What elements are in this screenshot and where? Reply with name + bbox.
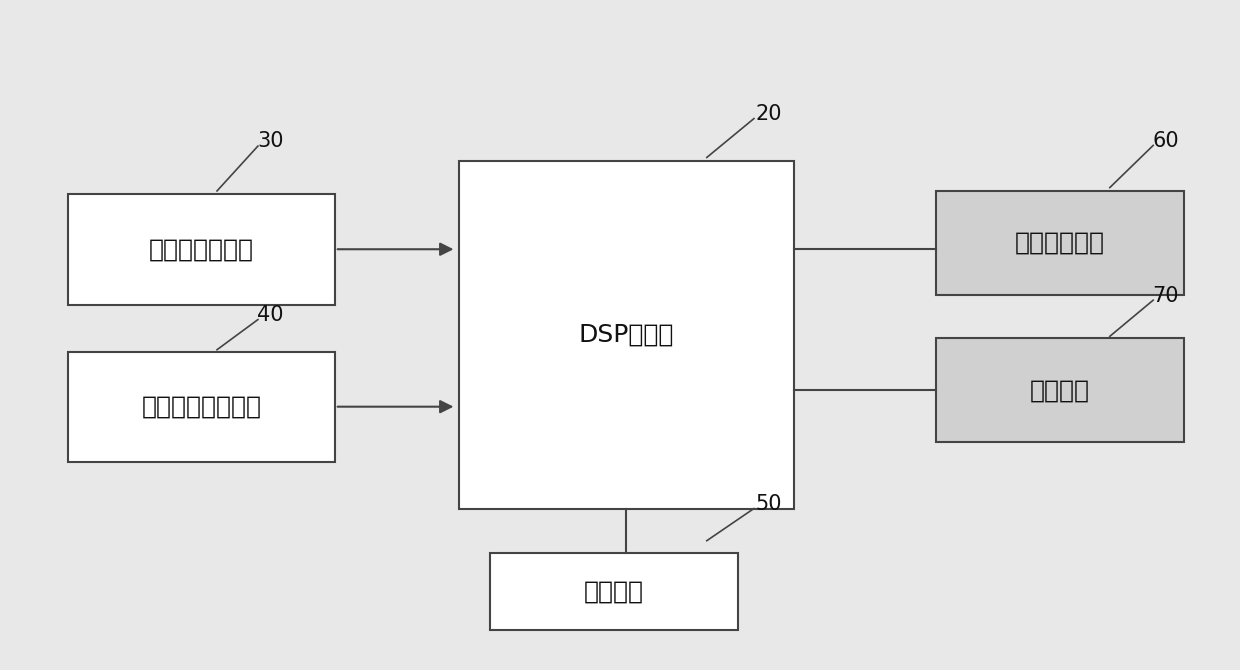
Text: 30: 30 xyxy=(257,131,284,151)
Text: 显示模块: 显示模块 xyxy=(1030,379,1090,402)
Text: DSP控制器: DSP控制器 xyxy=(579,323,673,347)
Bar xyxy=(936,191,1184,295)
Text: 气体压力传感器: 气体压力传感器 xyxy=(149,238,254,261)
Bar xyxy=(936,338,1184,442)
Text: 电源模块: 电源模块 xyxy=(584,580,644,603)
Bar xyxy=(490,553,738,630)
Bar xyxy=(68,194,335,305)
Bar xyxy=(459,161,794,509)
Text: 无线通信模块: 无线通信模块 xyxy=(1016,231,1105,255)
Text: 20: 20 xyxy=(755,104,782,124)
Text: 40: 40 xyxy=(257,305,284,325)
Text: 60: 60 xyxy=(1152,131,1179,151)
Text: 70: 70 xyxy=(1152,286,1179,306)
Bar xyxy=(68,352,335,462)
Text: 气体流速检测模块: 气体流速检测模块 xyxy=(141,395,262,419)
Text: 50: 50 xyxy=(755,494,782,514)
